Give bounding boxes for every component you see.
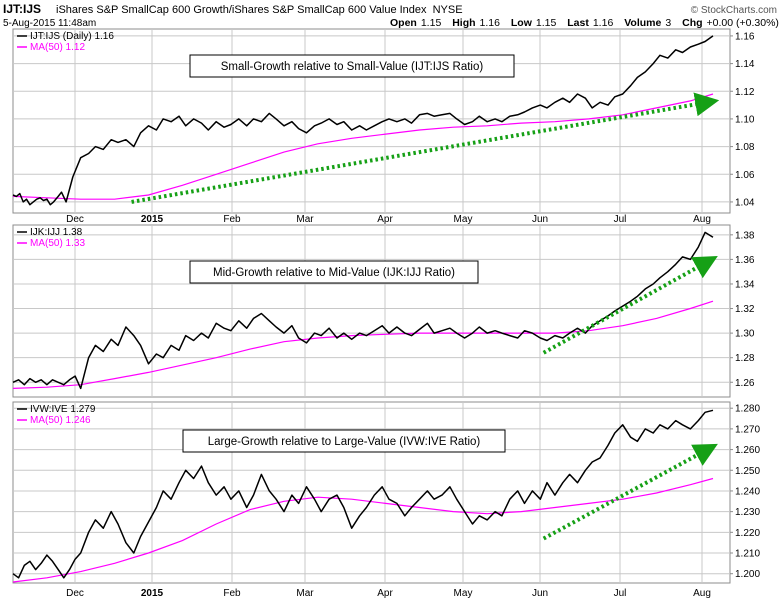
y-tick-label: 1.34 [735, 279, 755, 290]
x-tick-label: May [454, 214, 473, 225]
y-tick-label: 1.200 [735, 569, 760, 580]
y-tick-label: 1.240 [735, 486, 760, 497]
x-tick-label: Mar [296, 214, 314, 225]
y-tick-label: 1.36 [735, 255, 755, 266]
chg-label: Chg [682, 17, 702, 29]
legend-price: IJT:IJS (Daily) 1.16 [30, 31, 114, 42]
chg-value: +0.00 (+0.30%) [707, 17, 779, 29]
low-label: Low [511, 17, 533, 29]
price-line [12, 409, 714, 579]
trend-arrow [131, 92, 720, 204]
x-axis-labels-top: Dec 2015 Feb Mar Apr May Jun Jul Aug [66, 214, 711, 225]
annotation-text: Large-Growth relative to Large-Value (IV… [208, 436, 481, 448]
x-tick-label: Jul [614, 214, 627, 225]
y-tick-label: 1.210 [735, 549, 760, 560]
price-line [12, 35, 714, 206]
y-tick-label: 1.220 [735, 528, 760, 539]
x-tick-label: Dec [66, 588, 84, 599]
panel-mid-growth: 1.26 1.28 1.30 1.32 1.34 1.36 1.38 IJK:IJJ 1.38… [12, 224, 755, 398]
legend-price: IJK:IJJ 1.38 [30, 227, 83, 238]
panel-large-growth: 1.200 1.210 1.220 1.230 1.240 1.250 1.260 1.270… [12, 401, 760, 584]
y-tick-label: 1.260 [735, 445, 760, 456]
panel-small-growth: 1.04 1.06 1.08 1.10 1.12 1.14 1.16 IJT:IJS (Dai… [12, 28, 755, 214]
x-tick-label: Apr [377, 214, 393, 225]
open-label: Open [390, 17, 417, 29]
y-tick-label: 1.06 [735, 170, 755, 181]
x-tick-label: Mar [296, 588, 314, 599]
y-tick-label: 1.26 [735, 378, 755, 389]
annotation-text: Mid-Growth relative to Mid-Value (IJK:IJ… [213, 267, 455, 279]
y-tick-label: 1.30 [735, 329, 755, 340]
volume-value: 3 [665, 17, 671, 29]
annotation-box [182, 429, 506, 453]
x-tick-label: Jul [614, 588, 627, 599]
symbol-description: iShares S&P SmallCap 600 Growth/iShares … [56, 4, 463, 16]
high-value: 1.16 [480, 17, 501, 29]
x-tick-label: Feb [223, 588, 241, 599]
y-tick-label: 1.28 [735, 353, 755, 364]
y-tick-label: 1.38 [735, 230, 755, 241]
y-tick-label: 1.08 [735, 142, 755, 153]
last-label: Last [567, 17, 589, 29]
volume-label: Volume [624, 17, 661, 29]
exchange-text: NYSE [433, 4, 463, 16]
x-tick-label: Jun [532, 588, 548, 599]
x-tick-label: Aug [693, 214, 711, 225]
x-tick-label: 2015 [141, 214, 164, 225]
x-tick-label: Apr [377, 588, 393, 599]
x-tick-label: May [454, 588, 473, 599]
legend-ma: MA(50) 1.246 [30, 415, 91, 426]
x-tick-label: Feb [223, 214, 241, 225]
legend-ma: MA(50) 1.12 [30, 42, 85, 53]
timestamp: 5-Aug-2015 11:48am [3, 18, 96, 29]
legend-ma: MA(50) 1.33 [30, 238, 85, 249]
trend-arrow [542, 443, 718, 541]
annotation-box [189, 54, 515, 78]
annotation-box [189, 260, 479, 284]
y-tick-label: 1.04 [735, 197, 755, 208]
high-label: High [452, 17, 475, 29]
y-tick-label: 1.14 [735, 59, 755, 70]
plot-frame [12, 224, 731, 398]
x-axis-labels-bottom: Dec 2015 Feb Mar Apr May Jun Jul Aug [66, 588, 711, 599]
x-tick-label: Jun [532, 214, 548, 225]
open-value: 1.15 [421, 17, 442, 29]
y-tick-label: 1.16 [735, 31, 755, 42]
ma-line [12, 477, 714, 583]
y-tick-label: 1.230 [735, 507, 760, 518]
legend-price: IVW:IVE 1.279 [30, 404, 96, 415]
y-tick-label: 1.10 [735, 114, 755, 125]
y-tick-label: 1.280 [735, 404, 760, 415]
low-value: 1.15 [536, 17, 557, 29]
x-tick-label: Aug [693, 588, 711, 599]
trend-arrow [542, 256, 718, 355]
ma-line [12, 93, 714, 200]
y-tick-label: 1.12 [735, 87, 755, 98]
x-tick-label: Dec [66, 214, 84, 225]
last-value: 1.16 [593, 17, 614, 29]
quote-readout: Open 1.15 High 1.16 Low 1.15 Last 1.16 Volum… [390, 17, 779, 29]
annotation-text: Small-Growth relative to Small-Value (IJ… [221, 61, 484, 73]
y-tick-label: 1.32 [735, 304, 755, 315]
watermark: © StockCharts.com [691, 5, 777, 16]
y-tick-label: 1.250 [735, 466, 760, 477]
x-tick-label: 2015 [141, 588, 164, 599]
y-tick-label: 1.270 [735, 424, 760, 435]
description-text: iShares S&P SmallCap 600 Growth/iShares … [56, 4, 427, 16]
symbol-label: IJT:IJS [3, 2, 41, 16]
